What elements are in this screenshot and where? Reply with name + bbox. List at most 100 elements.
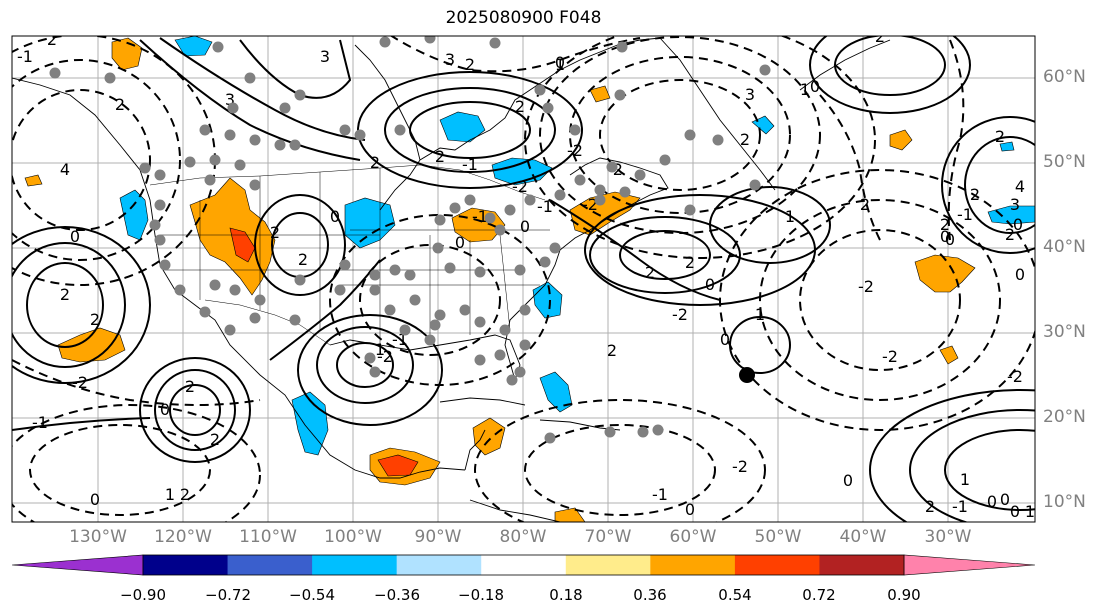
colorbar-segment — [143, 555, 229, 575]
observation-marker — [544, 432, 556, 444]
shade-orange-misc-4 — [554, 507, 586, 522]
contour-label: 0 — [843, 471, 853, 490]
observation-marker — [159, 259, 171, 271]
contour-labels: 2 3 0 -1 2 2 2 -1 2 0 2 3 2 0 4 2 3 -2 0… — [17, 27, 1035, 521]
contour-label: 0 — [940, 227, 950, 246]
contour-label: 2 — [185, 377, 195, 396]
contour-label: 1 — [165, 485, 175, 504]
lat-label: 30°N — [1043, 322, 1086, 342]
observation-marker — [204, 174, 216, 186]
shade-blue-lakes — [491, 157, 553, 186]
observation-marker — [524, 194, 536, 206]
observation-marker — [209, 279, 221, 291]
observation-marker — [289, 139, 301, 151]
contour-label: 0 — [1000, 490, 1010, 509]
contour-label: 2 — [210, 430, 220, 449]
observation-marker — [249, 179, 261, 191]
contour-label: -2 — [732, 457, 748, 476]
contour-label: 2 — [860, 195, 870, 214]
contour-label: -2 — [567, 141, 583, 160]
observation-marker — [684, 129, 696, 141]
observation-marker — [606, 161, 618, 173]
observation-marker — [569, 124, 581, 136]
contour-label: -2 — [582, 195, 598, 214]
contour-label: 4 — [1015, 177, 1025, 196]
observation-marker — [542, 102, 554, 114]
colorbar-tick-label: −0.18 — [458, 586, 504, 604]
contour-label: 2 — [370, 153, 380, 172]
observation-marker — [614, 89, 626, 101]
colorbar-extend-right — [903, 554, 1036, 576]
observation-marker — [429, 319, 441, 331]
observation-marker — [294, 89, 306, 101]
lon-label: 100°W — [324, 527, 382, 547]
observation-marker — [604, 426, 616, 438]
lon-label: 30°W — [924, 527, 972, 547]
shade-blue-misc — [999, 141, 1015, 152]
observation-marker — [369, 284, 381, 296]
contour-label: 2 — [47, 30, 57, 49]
observation-marker — [474, 266, 486, 278]
contour-label: -1 — [652, 485, 668, 504]
contour-label: 3 — [445, 50, 455, 69]
observation-marker — [279, 102, 291, 114]
contour-label: 0 — [455, 233, 465, 252]
observation-marker — [434, 214, 446, 226]
observation-marker — [289, 314, 301, 326]
colorbar-tick-label: −0.72 — [205, 586, 251, 604]
shade-blue-east-atlantic — [987, 205, 1035, 225]
observation-marker — [154, 234, 166, 246]
contour-label: -1 — [472, 207, 488, 226]
colorbar-tick-label: 0.36 — [633, 586, 667, 604]
contour-label: 2 — [180, 485, 190, 504]
contour-label: -2 — [512, 177, 528, 196]
observation-marker — [494, 349, 506, 361]
observation-marker — [212, 41, 224, 53]
contour-label: 3 — [1010, 195, 1020, 214]
contour-label: 0 — [1013, 215, 1023, 234]
observation-marker — [274, 139, 286, 151]
contour-label: 0 — [520, 217, 530, 236]
colorbar-extend-left — [11, 554, 144, 576]
observation-marker — [514, 264, 526, 276]
observation-marker — [424, 334, 436, 346]
contour-label: 0 — [555, 53, 565, 72]
contour-label: 2 — [925, 497, 935, 516]
observation-marker — [514, 366, 526, 378]
observation-marker — [494, 224, 506, 236]
observation-marker — [339, 259, 351, 271]
shade-orange-pacific — [57, 327, 126, 363]
observation-marker — [49, 67, 61, 79]
contour-label: -1 — [32, 413, 48, 432]
contour-label: 1 — [555, 55, 565, 74]
observation-marker — [394, 124, 406, 136]
lon-label: 40°W — [839, 527, 887, 547]
observation-marker — [104, 72, 116, 84]
contour-label: 0 — [720, 330, 730, 349]
observation-marker — [749, 179, 761, 191]
shade-blue-carolina — [532, 281, 563, 319]
contour-label: 0 — [987, 492, 997, 511]
lat-label: 50°N — [1043, 152, 1086, 172]
observation-marker — [652, 424, 664, 436]
contour-label: 1 — [960, 470, 970, 489]
contour-label: -2 — [377, 347, 393, 366]
contour-label: 0 — [945, 230, 955, 249]
contour-label: 1 — [375, 340, 385, 359]
contour-label: 2 — [875, 27, 885, 46]
contour-label: 2 — [1005, 225, 1015, 244]
observation-marker — [759, 64, 771, 76]
observation-marker — [154, 199, 166, 211]
observation-marker — [364, 352, 376, 364]
contour-label: 2 — [90, 310, 100, 329]
contour-label: -2 — [672, 305, 688, 324]
shade-red-mexico — [377, 454, 419, 477]
colorbar-segment — [312, 555, 398, 575]
colorbar-tick-label: −0.36 — [374, 586, 420, 604]
colorbar-tick-label: 0.72 — [802, 586, 836, 604]
contour-label: 2 — [515, 97, 525, 116]
contour-label: 0 — [705, 275, 715, 294]
colorbar-segments — [143, 555, 905, 575]
observation-marker — [354, 129, 366, 141]
observation-marker — [499, 324, 511, 336]
